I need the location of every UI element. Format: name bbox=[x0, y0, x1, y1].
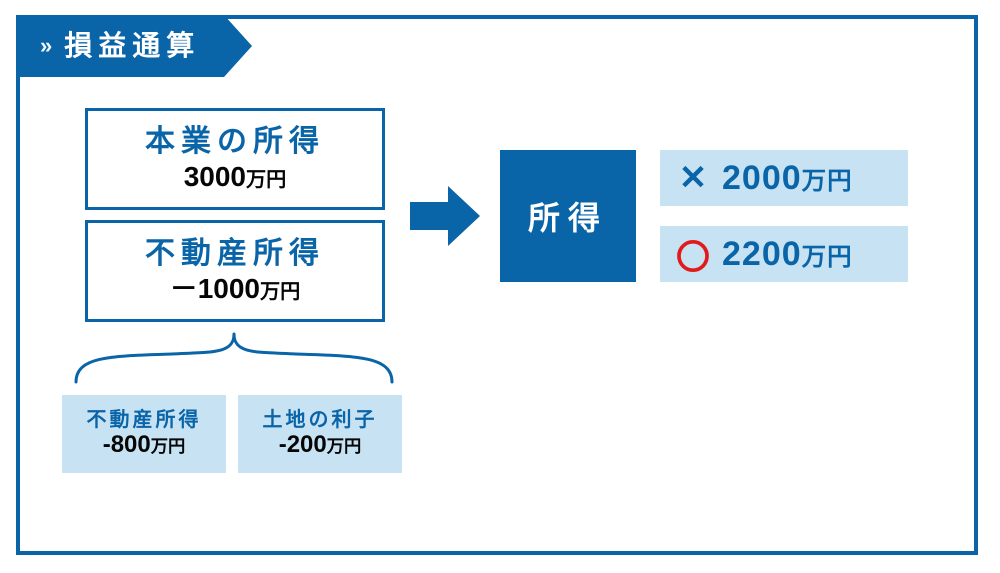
income-realestate-label: 不動産所得 bbox=[88, 237, 382, 272]
title-ribbon: » 損益通算 bbox=[16, 15, 252, 77]
income-main-value: 3000万円 bbox=[88, 161, 382, 193]
arrow-right-icon bbox=[410, 186, 480, 246]
page-title: 損益通算 bbox=[64, 15, 200, 77]
circle-icon: 〇 bbox=[670, 230, 716, 279]
income-result-square: 所得 bbox=[500, 150, 636, 282]
result-row-wrong: ✕ 2000万円 bbox=[660, 150, 908, 206]
curly-brace-icon bbox=[62, 330, 406, 386]
result-wrong-amount: 2000万円 bbox=[722, 159, 853, 198]
breakdown-box-realestate: 不動産所得 -800万円 bbox=[62, 395, 226, 473]
income-result-label: 所得 bbox=[528, 193, 608, 239]
breakdown-land-value: -200万円 bbox=[238, 432, 402, 458]
income-box-realestate: 不動産所得 －1000万円 bbox=[85, 220, 385, 322]
breakdown-box-land-interest: 土地の利子 -200万円 bbox=[238, 395, 402, 473]
breakdown-realestate-label: 不動産所得 bbox=[62, 409, 226, 432]
ribbon-tip-icon bbox=[224, 15, 252, 77]
result-row-correct: 〇 2200万円 bbox=[660, 226, 908, 282]
income-box-main: 本業の所得 3000万円 bbox=[85, 108, 385, 210]
breakdown-realestate-value: -800万円 bbox=[62, 432, 226, 458]
income-main-label: 本業の所得 bbox=[88, 125, 382, 160]
breakdown-land-label: 土地の利子 bbox=[238, 409, 402, 432]
cross-icon: ✕ bbox=[670, 158, 716, 198]
chevron-right-icon: » bbox=[40, 15, 46, 77]
income-realestate-value: －1000万円 bbox=[88, 273, 382, 305]
result-correct-amount: 2200万円 bbox=[722, 235, 853, 274]
